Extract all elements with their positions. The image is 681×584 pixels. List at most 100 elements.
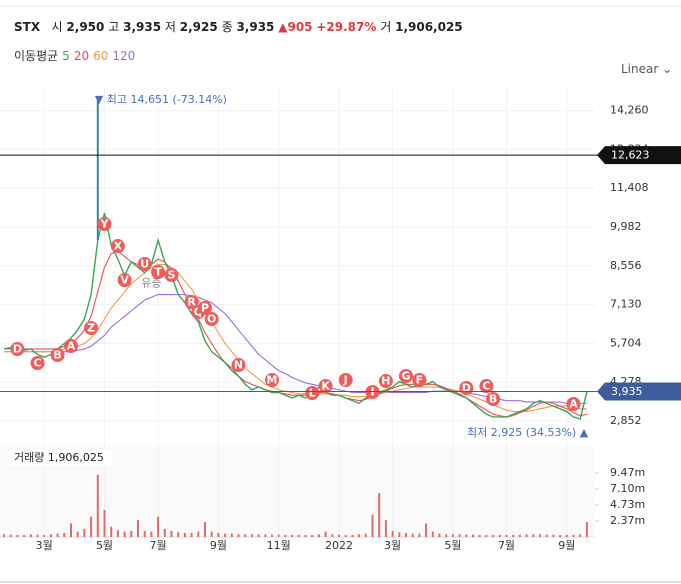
- legend-entry: 20: [73, 49, 90, 63]
- event-marker-label: F: [416, 374, 424, 387]
- event-marker: [318, 379, 333, 394]
- event-marker: [117, 273, 132, 288]
- y-tick-label: 8,556: [610, 259, 642, 272]
- volume-bar: [90, 516, 93, 537]
- volume-bar: [56, 533, 59, 537]
- volume-bar: [264, 534, 267, 537]
- y-tick-label: 5,704: [610, 336, 642, 349]
- volume-bar: [83, 528, 86, 537]
- y-tick-label: 7,130: [610, 298, 642, 311]
- volume-bar: [244, 534, 247, 537]
- open: 2,950: [66, 20, 105, 34]
- volume-bar: [163, 528, 166, 537]
- volume-bar: [76, 531, 79, 537]
- event-marker: [64, 339, 78, 354]
- volume-bar: [579, 534, 582, 537]
- volume-title: 거래량 1,906,025: [14, 451, 104, 464]
- volume-bar: [311, 534, 314, 537]
- close-label: 종: [221, 20, 233, 34]
- ref-label: 3,935: [611, 385, 643, 398]
- volume-bar: [257, 534, 260, 537]
- volume-bar: [559, 534, 562, 537]
- event-marker-label: K: [321, 380, 330, 393]
- y-tick-label: 9,982: [610, 220, 642, 233]
- volume-bar: [9, 534, 12, 537]
- volume-tick-label: 4.73m: [610, 498, 645, 511]
- close: 3,935: [236, 20, 275, 34]
- volume-bar: [250, 534, 253, 537]
- volume-bar: [498, 534, 501, 537]
- volume-bar: [103, 509, 106, 537]
- ma-title: 이동평균: [14, 49, 59, 63]
- event-marker-label: S: [168, 269, 176, 282]
- ref-label: 12,623: [611, 149, 650, 162]
- volume-bar: [425, 523, 428, 537]
- high: 3,935: [123, 20, 162, 34]
- event-marker-label: D: [462, 382, 471, 395]
- volume-bar: [317, 534, 320, 537]
- event-marker: [479, 379, 494, 394]
- volume-bar: [116, 530, 119, 537]
- volume-bar: [438, 533, 441, 537]
- volume-bar: [512, 534, 515, 537]
- volume-bar: [170, 530, 173, 537]
- volume-bar: [525, 534, 528, 537]
- volume-bar: [445, 534, 448, 537]
- volume-bar: [217, 532, 220, 537]
- volume-bar: [351, 534, 354, 537]
- volume-bar: [552, 534, 555, 537]
- volume-bar: [398, 532, 401, 537]
- volume-bar: [411, 533, 414, 537]
- event-marker-label: P: [201, 302, 209, 315]
- low: 2,925: [179, 20, 218, 34]
- volume-bar: [3, 534, 5, 537]
- event-marker-label: C: [482, 380, 490, 393]
- event-marker-label: O: [207, 313, 216, 326]
- event-marker: [412, 373, 427, 388]
- volume-bar: [204, 522, 206, 537]
- x-tick-label: 5월: [96, 539, 113, 552]
- max-label: ▼ 최고 14,651 (-73.14%): [95, 93, 227, 106]
- volume-label: 거: [380, 20, 392, 34]
- event-marker-label: N: [234, 359, 243, 372]
- volume-bar: [384, 520, 387, 537]
- event-marker-label: Z: [87, 322, 95, 335]
- event-marker: [110, 239, 125, 254]
- volume-bar: [143, 530, 146, 537]
- volume-bar: [485, 534, 488, 537]
- volume-bar: [344, 534, 347, 537]
- volume-bar: [29, 534, 32, 537]
- event-marker: [566, 397, 581, 412]
- volume-bar: [63, 532, 66, 537]
- event-marker-label: B: [53, 348, 61, 361]
- volume-bar: [478, 534, 481, 537]
- y-tick-label: 11,408: [610, 181, 649, 194]
- volume-bar: [492, 534, 495, 537]
- event-marker-label: G: [401, 370, 410, 383]
- event-marker-label: D: [13, 343, 22, 356]
- volume-bar: [130, 530, 133, 537]
- volume-bar: [177, 532, 180, 537]
- ref-badge: [597, 146, 681, 165]
- y-tick-label: 2,852: [610, 414, 642, 427]
- volume-bar: [391, 530, 394, 537]
- volume-bar: [465, 534, 468, 537]
- event-marker-label: J: [343, 374, 348, 387]
- volume-bar: [291, 534, 294, 537]
- volume-bar: [418, 533, 421, 537]
- y-tick-label: 14,260: [610, 104, 649, 117]
- volume-bar: [284, 534, 287, 537]
- open-label: 시: [51, 20, 63, 34]
- volume-bar: [277, 534, 280, 537]
- event-marker: [305, 386, 320, 401]
- event-marker-label: A: [569, 398, 578, 411]
- scale-select[interactable]: Linear ⌄: [621, 62, 673, 76]
- event-marker-label: A: [67, 340, 76, 353]
- note: 유증: [141, 277, 161, 290]
- volume-bar: [96, 474, 99, 537]
- volume-bar: [472, 534, 474, 537]
- x-tick-label: 9월: [210, 539, 227, 552]
- event-marker: [50, 347, 65, 362]
